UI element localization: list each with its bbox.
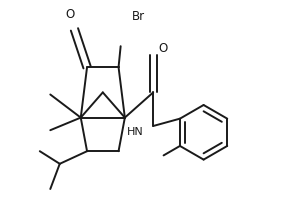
Text: O: O	[66, 8, 75, 21]
Text: O: O	[158, 42, 167, 55]
Text: Br: Br	[132, 10, 145, 23]
Text: HN: HN	[127, 127, 144, 137]
